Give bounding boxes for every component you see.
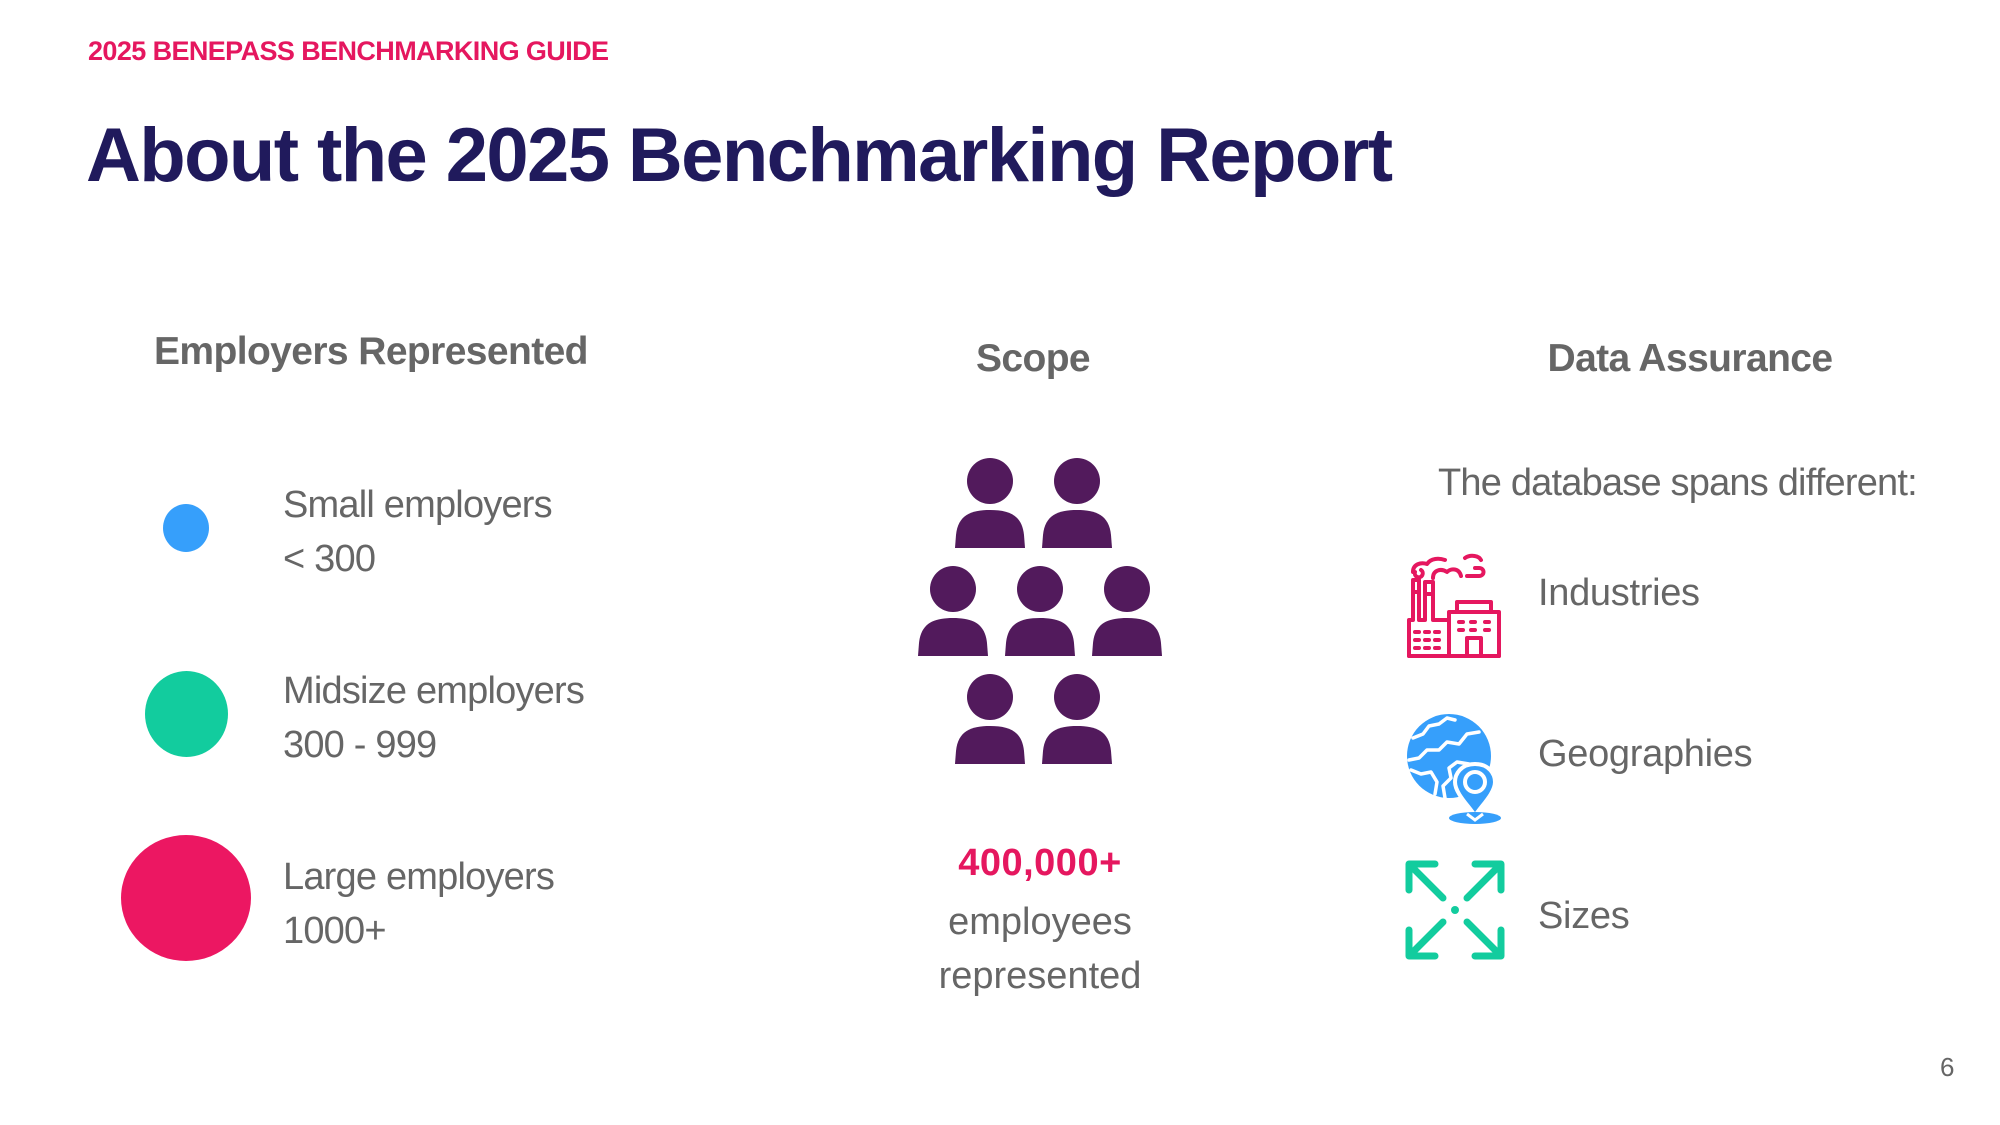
small-employers-dot [163,504,209,552]
page-number: 6 [1940,1052,1955,1082]
large-employers-range: 1000+ [283,910,387,952]
small-employers-label: Small employers < 300 [283,478,553,586]
large-employers-label: Large employers 1000+ [283,850,555,958]
large-employers-name: Large employers [283,856,555,898]
data-assurance-intro: The database spans different: [1438,462,1918,504]
employee-count-caption-line2: represented [938,955,1142,997]
midsize-employers-name: Midsize employers [283,670,585,712]
scope-heading: Scope [975,337,1091,380]
industries-label: Industries [1538,572,1700,614]
page-title: About the 2025 Benchmarking Report [86,113,1393,198]
large-employers-dot [121,835,251,961]
expand-arrows-icon [1405,860,1505,960]
midsize-employers-label: Midsize employers 300 - 999 [283,664,585,772]
factory-icon [1407,553,1501,658]
employee-count-caption-line1: employees [948,901,1132,943]
data-assurance-heading: Data Assurance [1547,337,1834,380]
midsize-employers-range: 300 - 999 [283,724,437,766]
small-employers-range: < 300 [283,538,376,580]
small-employers-name: Small employers [283,484,553,526]
geographies-label: Geographies [1538,733,1753,775]
sizes-label: Sizes [1538,895,1630,937]
people-group-icon [918,458,1162,764]
report-eyebrow: 2025 BENEPASS BENCHMARKING GUIDE [88,36,609,66]
midsize-employers-dot [145,671,228,757]
globe-location-icon [1407,714,1501,824]
employee-count: 400,000+ [958,842,1122,884]
employee-count-caption: employees represented [880,895,1200,1003]
employers-heading: Employers Represented [154,330,589,373]
